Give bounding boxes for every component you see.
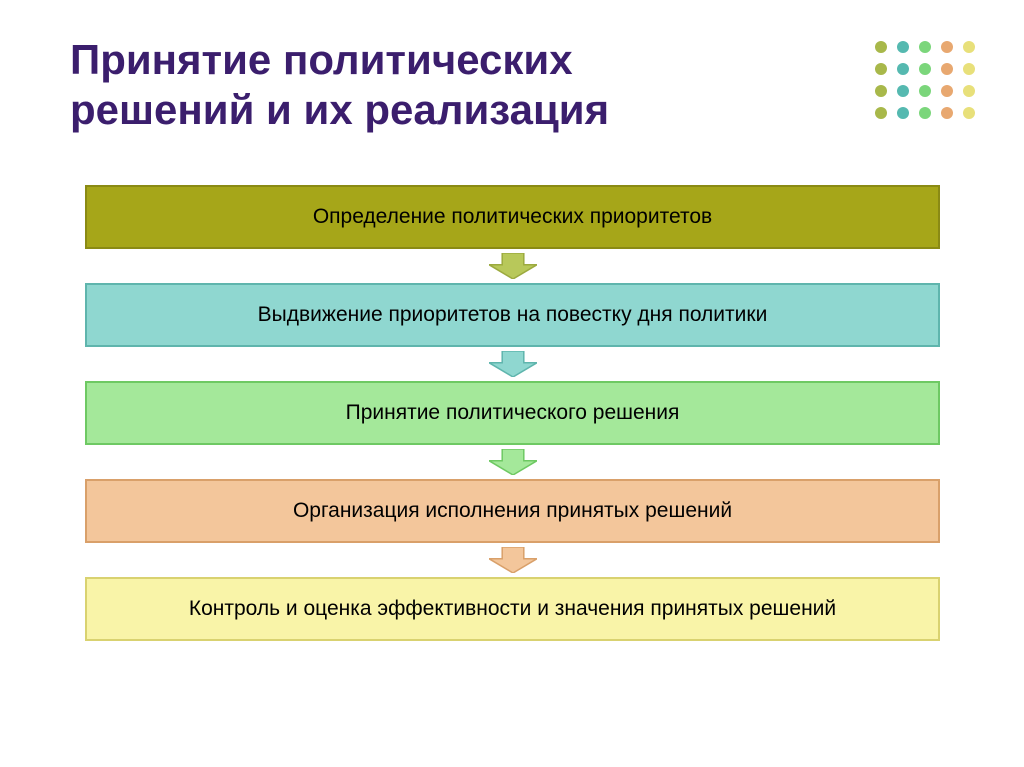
arrow-down-icon [489, 253, 537, 279]
decoration-dot [897, 107, 909, 119]
flow-step-3: Принятие политического решения [85, 381, 940, 445]
arrow-down-icon [489, 351, 537, 377]
decoration-dot [897, 63, 909, 75]
flow-step-2: Выдвижение приоритетов на повестку дня п… [85, 283, 940, 347]
decoration-dot [963, 63, 975, 75]
arrow-down-icon [489, 547, 537, 573]
corner-dot-pattern [869, 35, 999, 145]
title-line-1: Принятие политических [70, 35, 609, 85]
flow-arrow-4 [85, 547, 940, 573]
decoration-dot [875, 63, 887, 75]
flow-arrow-2 [85, 351, 940, 377]
decoration-dot [897, 85, 909, 97]
decoration-dot [941, 41, 953, 53]
decoration-dot [919, 41, 931, 53]
decoration-dot [875, 107, 887, 119]
decoration-dot [941, 107, 953, 119]
decoration-dot [941, 63, 953, 75]
arrow-down-icon [489, 449, 537, 475]
flow-step-5: Контроль и оценка эффективности и значен… [85, 577, 940, 641]
flow-arrow-1 [85, 253, 940, 279]
decoration-dot [875, 41, 887, 53]
decoration-dot [963, 85, 975, 97]
title-line-2: решений и их реализация [70, 85, 609, 135]
flowchart: Определение политических приоритетов Выдв… [85, 185, 940, 641]
decoration-dot [875, 85, 887, 97]
decoration-dot [897, 41, 909, 53]
decoration-dot [919, 63, 931, 75]
decoration-dot [941, 85, 953, 97]
decoration-dot [919, 107, 931, 119]
flow-step-1: Определение политических приоритетов [85, 185, 940, 249]
decoration-dot [963, 107, 975, 119]
decoration-dot [963, 41, 975, 53]
flow-arrow-3 [85, 449, 940, 475]
slide-title: Принятие политических решений и их реали… [70, 35, 609, 136]
decoration-dot [919, 85, 931, 97]
flow-step-4: Организация исполнения принятых решений [85, 479, 940, 543]
